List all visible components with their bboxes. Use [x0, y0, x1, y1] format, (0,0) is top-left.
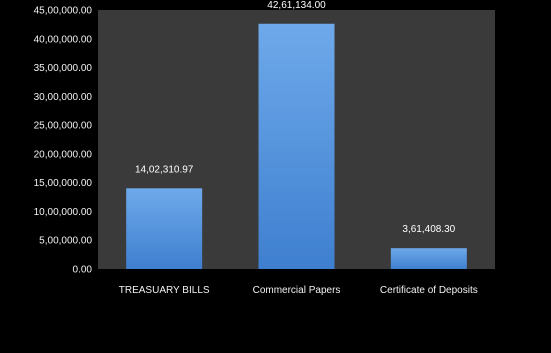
y-tick-label: 45,00,000.00 — [34, 6, 93, 17]
bar-treasuary-bills — [126, 188, 203, 269]
bars-group — [126, 23, 467, 270]
bar-value-label: 42,61,134.00 — [267, 0, 326, 11]
y-tick-label: 35,00,000.00 — [34, 63, 93, 74]
x-category-label: Certificate of Deposits — [380, 285, 478, 296]
y-tick-label: 10,00,000.00 — [34, 207, 93, 218]
y-tick-label: 40,00,000.00 — [34, 34, 93, 45]
y-tick-label: 20,00,000.00 — [34, 149, 93, 160]
value-labels-group: 14,02,310.97 42,61,134.00 3,61,408.30 — [135, 0, 456, 235]
bar-certificate-of-deposits — [390, 248, 467, 269]
y-tick-label: 25,00,000.00 — [34, 121, 93, 132]
y-tick-label: 15,00,000.00 — [34, 178, 93, 189]
bar-commercial-papers — [258, 23, 335, 270]
bar-value-label: 3,61,408.30 — [402, 224, 455, 235]
x-category-label: Commercial Papers — [253, 285, 341, 296]
bar-value-label: 14,02,310.97 — [135, 164, 194, 175]
y-tick-label: 5,00,000.00 — [39, 236, 92, 247]
y-tick-label: 0.00 — [73, 265, 93, 276]
y-axis: 0.00 5,00,000.00 10,00,000.00 15,00,000.00 2… — [34, 6, 93, 276]
y-tick-label: 30,00,000.00 — [34, 92, 93, 103]
x-category-label: TREASUARY BILLS — [119, 285, 210, 296]
x-axis: TREASUARY BILLS Commercial Papers Certific… — [119, 285, 478, 296]
